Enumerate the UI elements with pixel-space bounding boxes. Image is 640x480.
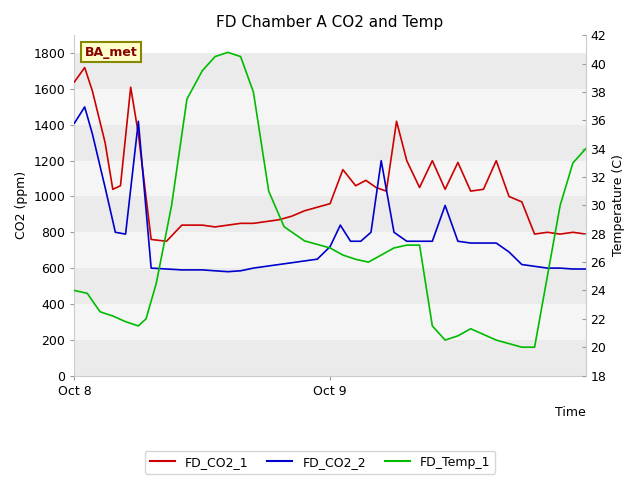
Bar [74,125,586,161]
Bar [74,340,586,375]
Bar [74,53,586,89]
Title: FD Chamber A CO2 and Temp: FD Chamber A CO2 and Temp [216,15,444,30]
Y-axis label: Temperature (C): Temperature (C) [612,155,625,256]
Bar [74,161,586,196]
Text: BA_met: BA_met [84,46,138,59]
Text: Time: Time [555,406,586,419]
Bar [74,304,586,340]
Legend: FD_CO2_1, FD_CO2_2, FD_Temp_1: FD_CO2_1, FD_CO2_2, FD_Temp_1 [145,451,495,474]
Bar [74,268,586,304]
Bar [74,89,586,125]
Bar [74,232,586,268]
Y-axis label: CO2 (ppm): CO2 (ppm) [15,171,28,240]
Bar [74,196,586,232]
